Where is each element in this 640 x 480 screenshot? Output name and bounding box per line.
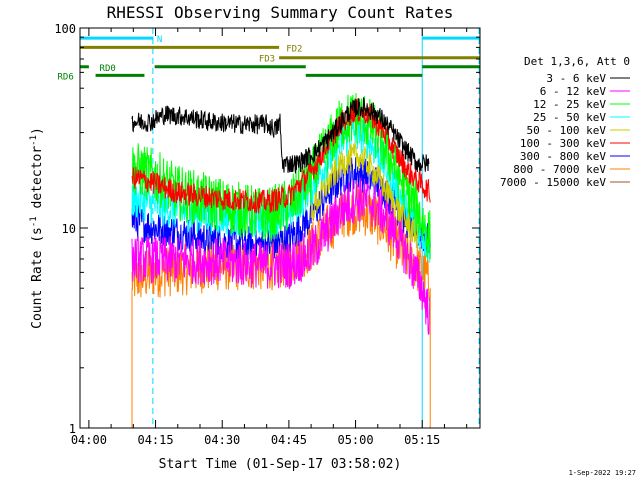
legend-entry-label: 300 - 800 keV	[520, 150, 606, 163]
status-bar-label: RD6	[58, 72, 74, 82]
x-tick-label: 04:45	[271, 433, 307, 447]
y-axis-label: Count Rate (s-1 detector-1)	[29, 127, 45, 329]
legend-header: Det 1,3,6, Att 0	[524, 55, 630, 68]
x-tick-label: 04:15	[137, 433, 173, 447]
legend-entry-label: 7000 - 15000 keV	[500, 176, 606, 189]
x-tick-label: 05:00	[337, 433, 373, 447]
y-label-sup: -1	[29, 216, 39, 227]
footer-timestamp: 1-Sep-2022 19:27	[569, 469, 636, 477]
series-trace	[131, 96, 430, 174]
legend-entry-label: 100 - 300 keV	[520, 137, 606, 150]
legend-entry-label: 3 - 6 keV	[546, 72, 606, 85]
y-label-main: Count Rate (s	[30, 227, 45, 329]
y-label-tail-sup: -1	[29, 135, 39, 146]
y-tick-label: 1	[69, 422, 76, 436]
legend-entry-label: 12 - 25 keV	[533, 98, 606, 111]
status-bar-label: N	[157, 35, 162, 45]
x-tick-label: 05:15	[404, 433, 440, 447]
legend-entry-label: 800 - 7000 keV	[513, 163, 606, 176]
x-tick-label: 04:00	[71, 433, 107, 447]
legend-entry-label: 25 - 50 keV	[533, 111, 606, 124]
series-trace	[131, 177, 431, 335]
y-label-end: )	[30, 127, 45, 135]
chart-title: RHESSI Observing Summary Count Rates	[107, 3, 454, 22]
x-tick-label: 04:30	[204, 433, 240, 447]
axes-layer: 04:00 04:15 04:30 04:45 05:00 05:15 1 10 100	[54, 22, 481, 447]
y-tick-label: 10	[62, 222, 76, 236]
y-tick-label: 100	[54, 22, 76, 36]
series-trace	[310, 142, 419, 249]
status-bar-label: RD0	[100, 64, 116, 74]
legend-entry-label: 6 - 12 keV	[540, 85, 607, 98]
status-bar-label: FD2	[286, 44, 302, 54]
x-axis-label: Start Time (01-Sep-17 03:58:02)	[159, 457, 402, 472]
y-label-tail: detector	[30, 146, 45, 217]
legend-entry-label: 50 - 100 keV	[527, 124, 607, 137]
status-bar-label: FD3	[259, 55, 275, 65]
plot-layer: N FD2 FD3 RD0 RD6	[58, 28, 480, 428]
